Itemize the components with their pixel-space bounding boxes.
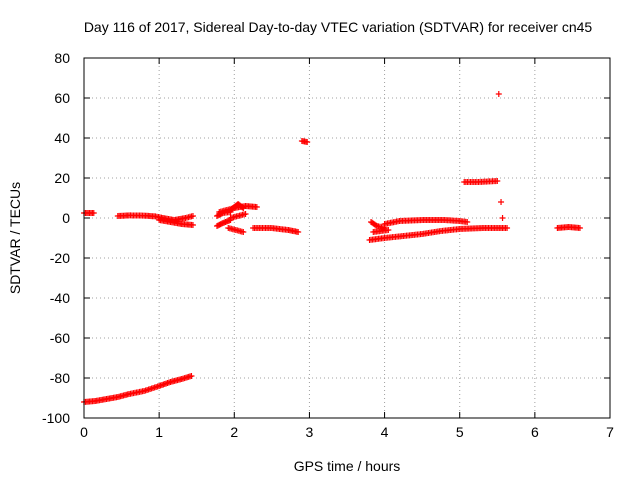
x-tick-label: 1 bbox=[155, 424, 163, 440]
axis-ticks: 0 1 2 3 4 5 6 7 -100 -80 -60 -40 -20 0 20 40 60 80 bbox=[42, 50, 614, 440]
x-tick-label: 0 bbox=[80, 424, 88, 440]
data-point bbox=[240, 205, 247, 211]
data-point bbox=[189, 213, 196, 219]
data-point bbox=[253, 204, 260, 210]
y-tick-label: 60 bbox=[54, 90, 70, 106]
x-axis-label: GPS time / hours bbox=[294, 458, 401, 474]
y-tick-label: -100 bbox=[42, 410, 70, 426]
y-tick-label: -40 bbox=[50, 290, 70, 306]
y-tick-label: 40 bbox=[54, 130, 70, 146]
data-point bbox=[464, 219, 471, 225]
data-point bbox=[188, 373, 195, 379]
data-point bbox=[239, 204, 246, 211]
y-tick-label: 0 bbox=[62, 210, 70, 226]
data-point bbox=[504, 225, 511, 231]
data-point bbox=[498, 199, 505, 205]
x-tick-label: 3 bbox=[306, 424, 314, 440]
y-tick-label: 80 bbox=[54, 50, 70, 66]
data-point bbox=[304, 139, 311, 145]
data-point bbox=[385, 227, 392, 233]
y-tick-label: 20 bbox=[54, 170, 70, 186]
data-point bbox=[189, 222, 196, 228]
data-point bbox=[295, 229, 302, 235]
chart-title: Day 116 of 2017, Sidereal Day-to-day VTE… bbox=[84, 19, 593, 35]
data-point bbox=[90, 210, 97, 216]
data-point bbox=[240, 229, 247, 235]
x-tick-label: 2 bbox=[230, 424, 238, 440]
y-tick-label: -20 bbox=[50, 250, 70, 266]
y-tick-label: -80 bbox=[50, 370, 70, 386]
data-point bbox=[499, 215, 506, 221]
y-axis-label: SDTVAR / TECUs bbox=[7, 182, 23, 294]
grid bbox=[84, 58, 610, 418]
y-tick-label: -60 bbox=[50, 330, 70, 346]
data-point bbox=[494, 178, 501, 184]
x-tick-label: 5 bbox=[456, 424, 464, 440]
data-point bbox=[372, 222, 379, 229]
x-tick-label: 6 bbox=[531, 424, 539, 440]
data-point bbox=[495, 91, 502, 97]
plot-frame bbox=[83, 57, 611, 419]
x-tick-label: 4 bbox=[381, 424, 389, 440]
x-tick-label: 7 bbox=[606, 424, 614, 440]
data-point bbox=[242, 211, 249, 217]
data-points bbox=[81, 91, 583, 405]
data-point bbox=[576, 225, 583, 231]
